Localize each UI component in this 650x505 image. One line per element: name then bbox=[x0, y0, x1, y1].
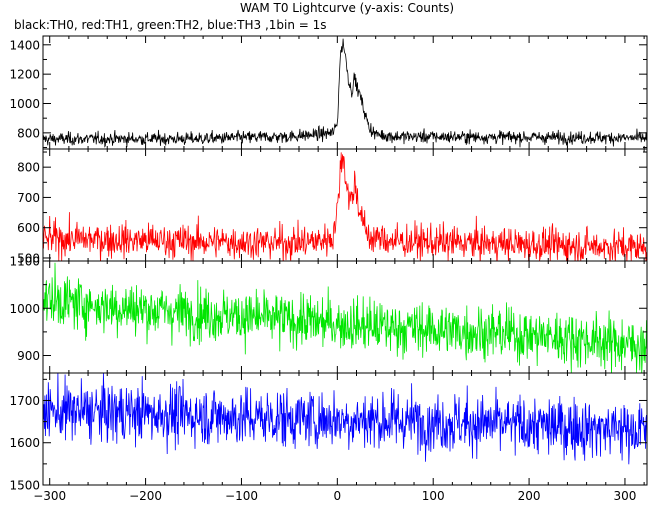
panel-th2: 900 1000 1100 bbox=[9, 255, 648, 374]
x-tick-label: −300 bbox=[33, 489, 66, 503]
panel-frame bbox=[42, 372, 648, 486]
chart-legend-text: black:TH0, red:TH1, green:TH2, blue:TH3 … bbox=[14, 18, 327, 32]
panel-th1: 500 600 700 800 bbox=[17, 148, 648, 266]
y-tick-label: 500 bbox=[17, 252, 40, 266]
y-tick-label: 1200 bbox=[9, 68, 40, 82]
x-tick-label: 300 bbox=[613, 489, 636, 503]
y-tick-label: 1500 bbox=[9, 479, 40, 493]
panels-group: 800 1000 1200 1400 500 600 700 800 900 1000 1100 15… bbox=[9, 35, 648, 493]
y-tick-label: 1100 bbox=[9, 255, 40, 269]
panel-th3: 1500 1600 1700 bbox=[9, 372, 648, 493]
series-line-th0 bbox=[43, 38, 647, 148]
y-tick-label: 700 bbox=[17, 191, 40, 205]
y-tick-label: 1400 bbox=[9, 38, 40, 52]
y-tick-label: 600 bbox=[17, 221, 40, 235]
y-tick-label: 800 bbox=[17, 161, 40, 175]
x-tick-label: 0 bbox=[333, 489, 341, 503]
chart-title: WAM T0 Lightcurve (y-axis: Counts) bbox=[240, 1, 454, 15]
y-tick-label: 800 bbox=[17, 126, 40, 140]
y-tick-label: 1000 bbox=[9, 97, 40, 111]
series-line-th1 bbox=[43, 152, 647, 261]
y-tick-label: 1000 bbox=[9, 302, 40, 316]
y-tick-label: 900 bbox=[17, 349, 40, 363]
series-line-th3 bbox=[43, 373, 647, 465]
panel-th0: 800 1000 1200 1400 bbox=[9, 35, 648, 150]
series-line-th2 bbox=[43, 262, 647, 373]
y-tick-label: 1600 bbox=[9, 436, 40, 450]
x-tick-label: 100 bbox=[422, 489, 445, 503]
y-tick-label: 1700 bbox=[9, 394, 40, 408]
x-tick-label: −100 bbox=[225, 489, 258, 503]
x-axis: −300 −200 −100 0 100 200 300 bbox=[33, 489, 636, 503]
x-tick-label: −200 bbox=[129, 489, 162, 503]
x-tick-label: 200 bbox=[518, 489, 541, 503]
